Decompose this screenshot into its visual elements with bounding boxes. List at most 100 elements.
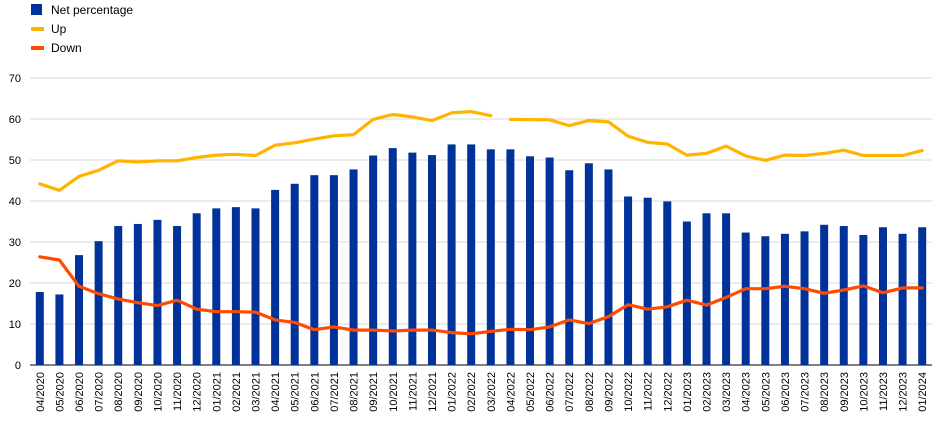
legend-label-net-percentage: Net percentage — [51, 3, 133, 17]
y-tick-label: 40 — [9, 196, 21, 208]
x-tick-label: 06/2022 — [545, 372, 557, 412]
x-tick-label: 06/2020 — [74, 372, 86, 412]
bar-net-percentage — [526, 156, 535, 365]
bar-net-percentage — [741, 232, 750, 365]
bar-net-percentage — [388, 148, 397, 365]
x-tick-label: 08/2020 — [113, 372, 125, 412]
x-tick-label: 05/2023 — [760, 372, 772, 412]
line-up — [508, 117, 924, 162]
bar-net-percentage — [408, 152, 417, 365]
x-tick-label: 12/2021 — [427, 372, 439, 412]
bar-net-percentage — [624, 196, 633, 365]
bar-net-percentage — [153, 219, 162, 365]
legend-label-down: Down — [51, 41, 82, 55]
x-tick-label: 06/2021 — [309, 372, 321, 412]
bar-net-percentage — [702, 213, 711, 365]
x-tick-label: 08/2021 — [349, 372, 361, 412]
bar-net-percentage — [55, 294, 64, 365]
bar-net-percentage — [349, 169, 358, 365]
bar-net-percentage — [486, 149, 495, 365]
x-tick-label: 01/2021 — [211, 372, 223, 412]
bar-net-percentage — [212, 208, 221, 365]
bar-net-percentage — [545, 157, 554, 365]
line-series — [38, 109, 924, 336]
y-tick-label: 60 — [9, 114, 21, 126]
bar-net-percentage — [271, 189, 280, 365]
bar-net-percentage — [329, 175, 338, 365]
y-tick-label: 70 — [9, 73, 21, 85]
x-tick-label: 09/2020 — [133, 372, 145, 412]
x-tick-label: 12/2022 — [662, 372, 674, 412]
bar-net-percentage — [643, 197, 652, 365]
bar-net-percentage — [800, 231, 809, 365]
bar-net-percentage — [369, 155, 378, 365]
x-tick-label: 12/2023 — [898, 372, 910, 412]
x-tick-label: 10/2020 — [152, 372, 164, 412]
x-tick-label: 11/2020 — [172, 372, 184, 411]
x-tick-label: 04/2021 — [270, 372, 282, 412]
y-tick-label: 50 — [9, 155, 21, 167]
x-tick-label: 11/2021 — [407, 372, 419, 411]
bar-net-percentage — [859, 235, 868, 365]
x-tick-label: 07/2023 — [800, 372, 812, 412]
line-up — [38, 109, 493, 192]
x-tick-label: 09/2021 — [368, 372, 380, 412]
bar-net-percentage — [682, 221, 691, 365]
bar-net-percentage — [663, 201, 672, 365]
bar-net-percentage — [251, 208, 260, 365]
bar-net-percentage — [604, 169, 613, 365]
x-tick-label: 02/2022 — [466, 372, 478, 412]
x-tick-label: 09/2022 — [603, 372, 615, 412]
bar-net-percentage — [192, 213, 201, 365]
x-tick-label: 07/2021 — [329, 372, 341, 412]
bar-net-percentage — [761, 236, 770, 365]
x-tick-label: 12/2020 — [192, 372, 204, 412]
legend-label-up: Up — [51, 22, 67, 36]
y-tick-label: 0 — [15, 360, 21, 372]
x-tick-label: 08/2023 — [819, 372, 831, 412]
x-tick-label: 05/2021 — [290, 372, 302, 412]
legend: Net percentage Up Down — [31, 3, 133, 55]
x-tick-label: 10/2021 — [388, 372, 400, 412]
y-tick-label: 20 — [9, 278, 21, 290]
y-tick-label: 10 — [9, 319, 21, 331]
x-tick-label: 11/2023 — [878, 372, 890, 411]
x-tick-label: 09/2023 — [839, 372, 851, 412]
x-tick-label: 01/2024 — [917, 372, 929, 412]
x-tick-label: 05/2020 — [54, 372, 66, 412]
x-tick-label: 03/2022 — [486, 372, 498, 412]
bar-net-percentage — [584, 163, 593, 365]
x-tick-label: 01/2023 — [682, 372, 694, 412]
x-tick-label: 05/2022 — [525, 372, 537, 412]
bar-net-percentage — [722, 213, 731, 365]
x-tick-label: 04/2020 — [35, 372, 47, 412]
bar-net-percentage — [447, 144, 456, 365]
x-tick-label: 01/2022 — [447, 372, 459, 412]
bar-net-percentage — [565, 170, 574, 365]
bar-net-percentage — [94, 241, 103, 365]
bar-net-percentage — [506, 149, 515, 365]
bar-net-percentage — [310, 175, 319, 365]
bar-net-percentage — [290, 183, 299, 365]
x-tick-label: 08/2022 — [584, 372, 596, 412]
y-axis: 0 10 20 30 40 50 60 70 — [9, 73, 21, 372]
line-down — [38, 255, 924, 336]
x-tick-label: 06/2023 — [780, 372, 792, 412]
x-tick-label: 03/2023 — [721, 372, 733, 412]
x-tick-label: 02/2023 — [702, 372, 714, 412]
bar-series — [35, 144, 927, 365]
bar-net-percentage — [231, 207, 240, 365]
bar-net-percentage — [918, 227, 927, 365]
bar-net-percentage — [133, 223, 142, 365]
x-tick-label: 04/2023 — [741, 372, 753, 412]
bar-net-percentage — [898, 233, 907, 365]
y-tick-label: 30 — [9, 237, 21, 249]
x-tick-label: 07/2022 — [564, 372, 576, 412]
x-tick-label: 10/2022 — [623, 372, 635, 412]
x-tick-label: 11/2022 — [643, 372, 655, 411]
gridlines — [30, 77, 932, 366]
x-axis: 04/2020 05/2020 06/2020 07/2020 08/2020 09/20… — [35, 372, 929, 412]
x-tick-label: 03/2021 — [251, 372, 263, 412]
x-tick-label: 07/2020 — [94, 372, 106, 412]
